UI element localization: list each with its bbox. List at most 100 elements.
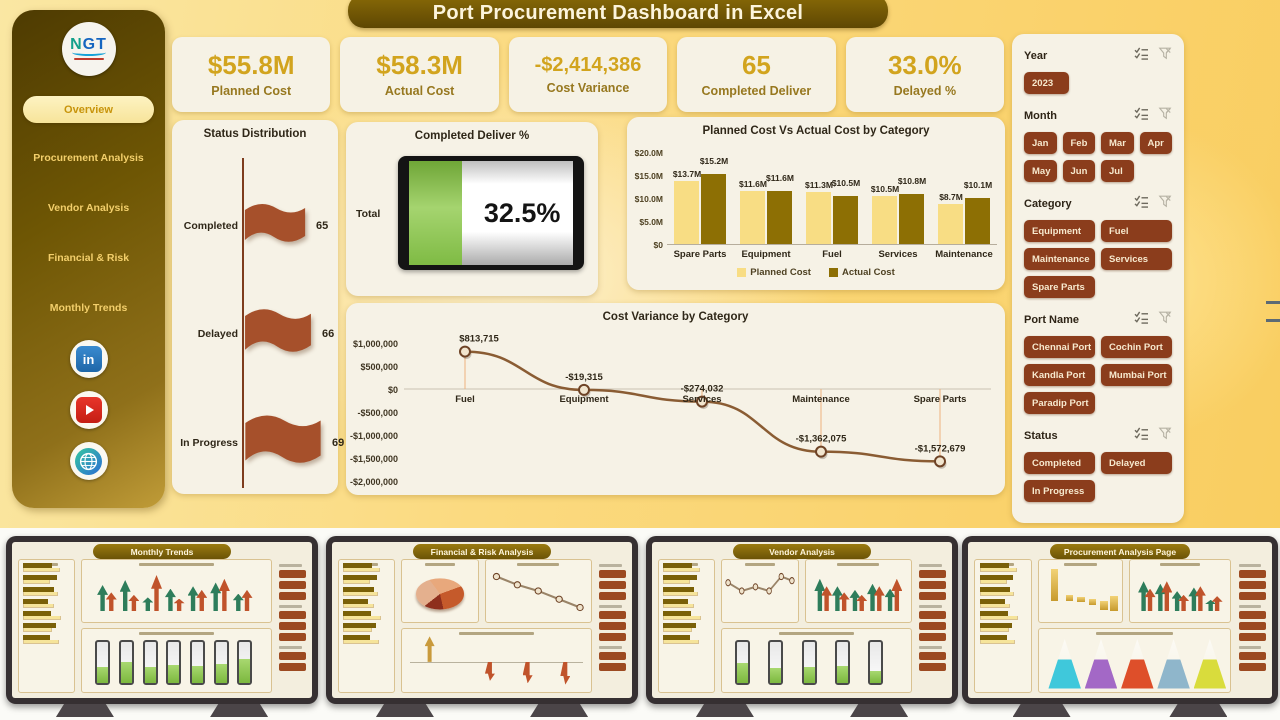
mini-bar-row — [663, 563, 709, 573]
mini-bar-row — [343, 599, 389, 609]
mini-bar-dark — [663, 563, 693, 569]
data-marker — [815, 445, 827, 458]
youtube-icon[interactable] — [69, 391, 108, 429]
slicer-option-paradip-port[interactable]: Paradip Port — [1024, 392, 1095, 414]
line-chart-title: Cost Variance by Category — [602, 311, 749, 323]
mini-bar-row — [343, 575, 389, 585]
mini-bar-row — [979, 611, 1027, 621]
mini-slicer-header — [599, 564, 622, 568]
slicer-option-2023[interactable]: 2023 — [1024, 72, 1070, 94]
mini-up-arrow-green — [232, 593, 244, 611]
mini-bar-dark — [979, 575, 1014, 581]
slicer-option-feb[interactable]: Feb — [1062, 132, 1095, 154]
slicer-option-cochin-port[interactable]: Cochin Port — [1101, 336, 1172, 358]
sidebar-item-procurement-analysis[interactable]: Procurement Analysis — [33, 152, 144, 164]
slicer-options-year: 2023 — [1024, 72, 1172, 94]
clear-filter-icon[interactable] — [1158, 310, 1172, 329]
mini-up-arrow-green — [814, 578, 826, 611]
slicer-option-services[interactable]: Services — [1101, 248, 1172, 270]
slicer-option-equipment[interactable]: Equipment — [1024, 220, 1095, 242]
mini-bar-row — [663, 587, 709, 597]
slicer-option-in-progress[interactable]: In Progress — [1024, 480, 1095, 502]
thumbnail-financial-risk[interactable]: Financial & Risk Analysis — [326, 536, 638, 717]
multi-select-icon[interactable] — [1134, 47, 1149, 65]
mini-bar-light — [663, 640, 699, 645]
sidebar-item-financial-risk[interactable]: Financial & Risk — [47, 252, 130, 264]
mini-up-arrow-orange — [1194, 586, 1206, 611]
mini-bar-chart — [18, 559, 75, 694]
line-y-tick: -$2,000,000 — [350, 477, 398, 487]
slicer-option-chennai-port[interactable]: Chennai Port — [1024, 336, 1095, 358]
bar-value-label: $10.5M — [870, 184, 900, 194]
linkedin-icon[interactable]: in — [69, 340, 108, 378]
slicer-option-jun[interactable]: Jun — [1062, 160, 1095, 182]
slicer-title: Port Name — [1024, 313, 1080, 326]
kpi-label: Planned Cost — [211, 83, 292, 98]
slicer-option-mumbai-port[interactable]: Mumbai Port — [1101, 364, 1172, 386]
mini-slicer-header — [1238, 564, 1262, 568]
bar-x-label: Services — [878, 249, 918, 260]
kpi-card-planned-cost: $55.8M Planned Cost — [172, 37, 331, 112]
mini-bar-light — [663, 628, 693, 633]
completed-deliver-panel: Completed Deliver % Total 32.5% — [346, 122, 598, 296]
clear-filter-icon[interactable] — [1158, 46, 1172, 65]
slicer-option-spare-parts[interactable]: Spare Parts — [1024, 276, 1095, 298]
globe-icon[interactable] — [69, 442, 108, 480]
slicer-option-fuel[interactable]: Fuel — [1101, 220, 1172, 242]
slicer-option-maintenance[interactable]: Maintenance — [1024, 248, 1095, 270]
battery-fill — [409, 161, 463, 265]
bar-planned-cost — [806, 192, 831, 244]
clear-filter-icon[interactable] — [1158, 194, 1172, 213]
status-flag-icon — [243, 307, 313, 366]
slicer-option-jul[interactable]: Jul — [1101, 160, 1134, 182]
mini-up-arrow-orange — [241, 589, 253, 611]
multi-select-icon[interactable] — [1134, 195, 1149, 213]
bar-actual-cost — [965, 198, 990, 244]
kpi-label: Completed Deliver — [701, 83, 812, 98]
mini-slicer-chip — [919, 592, 946, 601]
multi-select-icon[interactable] — [1134, 427, 1149, 445]
mini-slicer-chip — [279, 592, 306, 601]
bar-x-label: Maintenance — [935, 249, 993, 260]
multi-select-icon[interactable] — [1134, 107, 1149, 125]
mini-battery-fill — [120, 661, 132, 683]
bar-chart-legend: Planned Cost Actual Cost — [627, 267, 1005, 278]
thumbnail-vendor-analysis[interactable]: Vendor Analysis — [646, 536, 958, 717]
mini-battery — [213, 640, 229, 685]
slicer-title: Category — [1024, 197, 1072, 210]
mini-battery-fill — [737, 663, 749, 683]
mini-chart-box — [1037, 627, 1231, 694]
monitor-stand — [530, 704, 589, 717]
mini-line-chart — [492, 573, 584, 612]
slicer-option-may[interactable]: May — [1024, 160, 1057, 182]
mini-chart-box — [1129, 559, 1231, 624]
mini-slicer-column — [278, 559, 308, 693]
mini-bar-dark — [343, 599, 369, 605]
mini-slicer-header — [599, 605, 622, 609]
status-flag-icon — [243, 202, 307, 255]
battery-value: 32.5% — [483, 197, 561, 228]
mini-bar-dark — [23, 563, 53, 569]
sidebar-item-overview[interactable]: Overview — [23, 96, 154, 123]
slicer-option-completed[interactable]: Completed — [1024, 452, 1095, 474]
status-label-in-progress: In Progress — [180, 437, 238, 449]
mini-battery-fill — [191, 665, 203, 683]
thumbnail-screen: Procurement Analysis Page — [968, 542, 1272, 698]
slicer-option-delayed[interactable]: Delayed — [1101, 452, 1172, 474]
slicer-option-jan[interactable]: Jan — [1024, 132, 1057, 154]
sidebar-item-vendor-analysis[interactable]: Vendor Analysis — [47, 202, 130, 214]
mini-slicer-column — [1237, 559, 1267, 693]
clear-filter-icon[interactable] — [1158, 426, 1172, 445]
slicer-option-apr[interactable]: Apr — [1139, 132, 1172, 154]
mini-slicer-header — [279, 605, 302, 609]
multi-select-icon[interactable] — [1134, 311, 1149, 329]
thumbnail-procurement-analysis[interactable]: Procurement Analysis Page — [962, 536, 1278, 717]
sidebar-item-monthly-trends[interactable]: Monthly Trends — [49, 302, 128, 314]
clear-filter-icon[interactable] — [1158, 106, 1172, 125]
slicer-option-mar[interactable]: Mar — [1101, 132, 1134, 154]
thumbnail-monthly-trends[interactable]: Monthly Trends — [6, 536, 318, 717]
bar-planned-cost — [674, 181, 699, 244]
mini-bar-light — [23, 628, 53, 633]
sidebar: NGT Overview Procurement Analysis Vendor A… — [12, 10, 165, 508]
slicer-option-kandla-port[interactable]: Kandla Port — [1024, 364, 1095, 386]
